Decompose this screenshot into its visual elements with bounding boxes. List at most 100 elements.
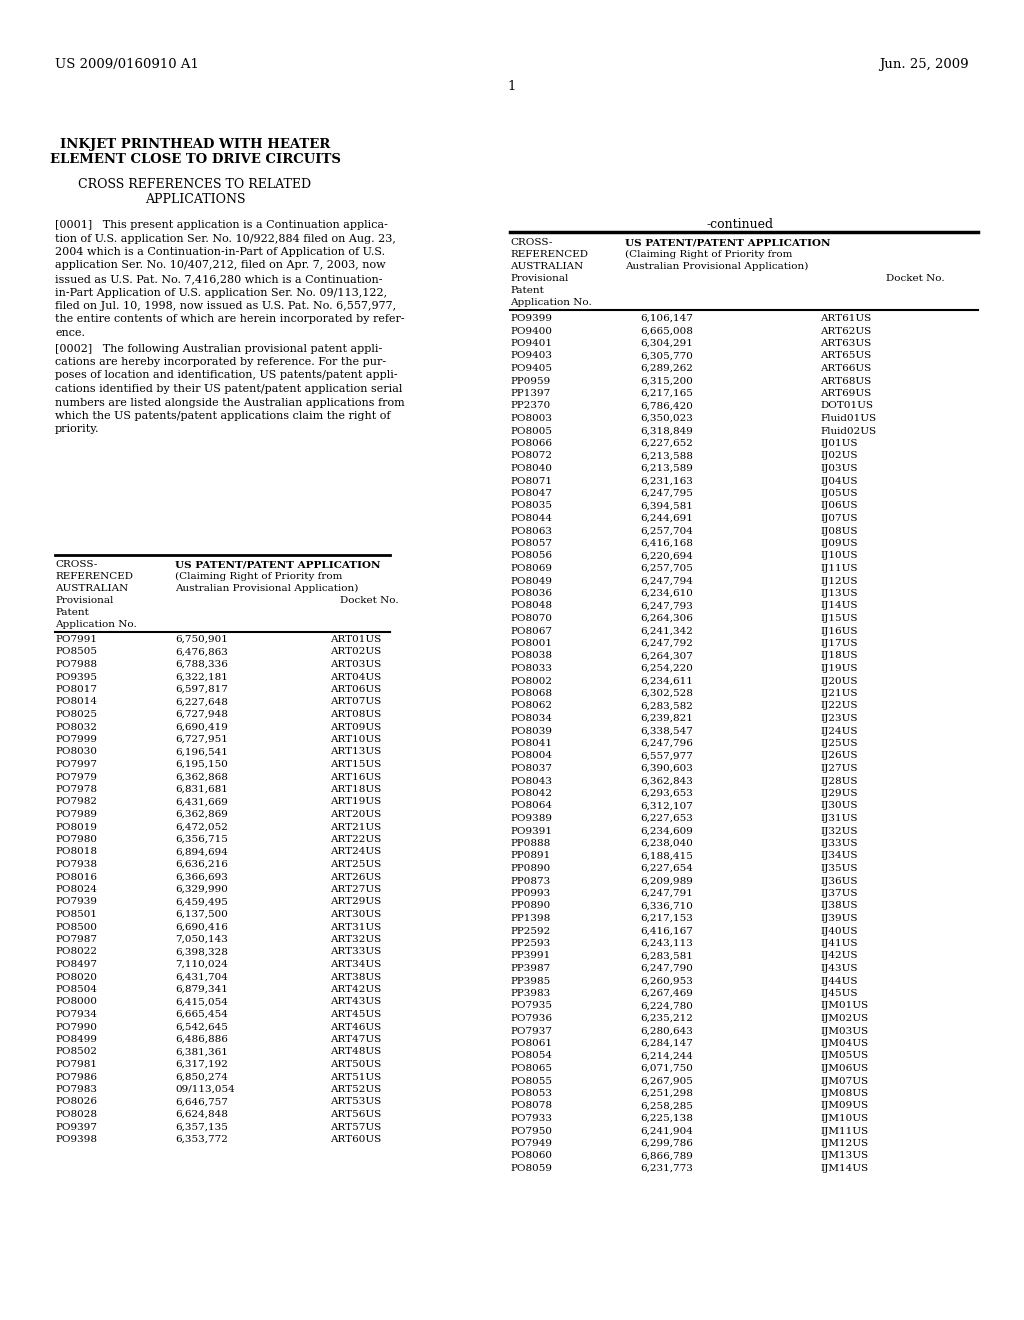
Text: 6,247,790: 6,247,790 <box>640 964 693 973</box>
Text: Australian Provisional Application): Australian Provisional Application) <box>175 583 358 593</box>
Text: IJ43US: IJ43US <box>820 964 857 973</box>
Text: PP2370: PP2370 <box>510 401 550 411</box>
Text: IJ17US: IJ17US <box>820 639 857 648</box>
Text: ART56US: ART56US <box>330 1110 381 1119</box>
Text: PO8032: PO8032 <box>55 722 97 731</box>
Text: PO8014: PO8014 <box>55 697 97 706</box>
Text: IJ34US: IJ34US <box>820 851 857 861</box>
Text: IJ29US: IJ29US <box>820 789 857 799</box>
Text: PO7982: PO7982 <box>55 797 97 807</box>
Text: PO9389: PO9389 <box>510 814 552 822</box>
Text: 6,366,693: 6,366,693 <box>175 873 228 882</box>
Text: ART09US: ART09US <box>330 722 381 731</box>
Text: PO8018: PO8018 <box>55 847 97 857</box>
Text: IJ18US: IJ18US <box>820 652 857 660</box>
Text: PO8041: PO8041 <box>510 739 552 748</box>
Text: PO7990: PO7990 <box>55 1023 97 1031</box>
Text: 6,394,581: 6,394,581 <box>640 502 693 511</box>
Text: US PATENT/PATENT APPLICATION: US PATENT/PATENT APPLICATION <box>625 238 830 247</box>
Text: PO9398: PO9398 <box>55 1135 97 1144</box>
Text: INKJET PRINTHEAD WITH HEATER: INKJET PRINTHEAD WITH HEATER <box>59 139 330 150</box>
Text: 6,727,948: 6,727,948 <box>175 710 228 719</box>
Text: 6,217,153: 6,217,153 <box>640 913 693 923</box>
Text: 6,350,023: 6,350,023 <box>640 414 693 422</box>
Text: PO8065: PO8065 <box>510 1064 552 1073</box>
Text: IJ42US: IJ42US <box>820 952 857 961</box>
Text: ART24US: ART24US <box>330 847 381 857</box>
Text: 6,459,495: 6,459,495 <box>175 898 228 907</box>
Text: PP1398: PP1398 <box>510 913 550 923</box>
Text: 6,353,772: 6,353,772 <box>175 1135 228 1144</box>
Text: 6,665,454: 6,665,454 <box>175 1010 228 1019</box>
Text: IJM04US: IJM04US <box>820 1039 868 1048</box>
Text: which the US patents/patent applications claim the right of: which the US patents/patent applications… <box>55 411 390 421</box>
Text: PO8070: PO8070 <box>510 614 552 623</box>
Text: PO8039: PO8039 <box>510 726 552 735</box>
Text: Fluid02US: Fluid02US <box>820 426 877 436</box>
Text: 6,431,669: 6,431,669 <box>175 797 228 807</box>
Text: IJ01US: IJ01US <box>820 440 857 447</box>
Text: PO8053: PO8053 <box>510 1089 552 1098</box>
Text: PO8002: PO8002 <box>510 676 552 685</box>
Text: ELEMENT CLOSE TO DRIVE CIRCUITS: ELEMENT CLOSE TO DRIVE CIRCUITS <box>49 153 340 166</box>
Text: PO8040: PO8040 <box>510 465 552 473</box>
Text: PO8501: PO8501 <box>55 909 97 919</box>
Text: IJM12US: IJM12US <box>820 1139 868 1148</box>
Text: PO8005: PO8005 <box>510 426 552 436</box>
Text: PO8003: PO8003 <box>510 414 552 422</box>
Text: PO7936: PO7936 <box>510 1014 552 1023</box>
Text: 6,542,645: 6,542,645 <box>175 1023 228 1031</box>
Text: IJ15US: IJ15US <box>820 614 857 623</box>
Text: PO7935: PO7935 <box>510 1002 552 1011</box>
Text: 6,239,821: 6,239,821 <box>640 714 693 723</box>
Text: IJ19US: IJ19US <box>820 664 857 673</box>
Text: PO8016: PO8016 <box>55 873 97 882</box>
Text: 6,750,901: 6,750,901 <box>175 635 228 644</box>
Text: 6,235,212: 6,235,212 <box>640 1014 693 1023</box>
Text: 2004 which is a Continuation-in-Part of Application of U.S.: 2004 which is a Continuation-in-Part of … <box>55 247 385 257</box>
Text: ART51US: ART51US <box>330 1072 381 1081</box>
Text: ART57US: ART57US <box>330 1122 381 1131</box>
Text: ART21US: ART21US <box>330 822 381 832</box>
Text: 6,727,951: 6,727,951 <box>175 735 228 744</box>
Text: PO8069: PO8069 <box>510 564 552 573</box>
Text: ART07US: ART07US <box>330 697 381 706</box>
Text: ART63US: ART63US <box>820 339 871 348</box>
Text: 6,472,052: 6,472,052 <box>175 822 228 832</box>
Text: 6,227,648: 6,227,648 <box>175 697 228 706</box>
Text: IJ13US: IJ13US <box>820 589 857 598</box>
Text: PP1397: PP1397 <box>510 389 550 399</box>
Text: IJ44US: IJ44US <box>820 977 857 986</box>
Text: 6,227,652: 6,227,652 <box>640 440 693 447</box>
Text: 6,431,704: 6,431,704 <box>175 973 228 982</box>
Text: IJ31US: IJ31US <box>820 814 857 822</box>
Text: ART19US: ART19US <box>330 797 381 807</box>
Text: 6,476,863: 6,476,863 <box>175 648 228 656</box>
Text: US PATENT/PATENT APPLICATION: US PATENT/PATENT APPLICATION <box>175 560 381 569</box>
Text: 6,280,643: 6,280,643 <box>640 1027 693 1035</box>
Text: US 2009/0160910 A1: US 2009/0160910 A1 <box>55 58 199 71</box>
Text: in-Part Application of U.S. application Ser. No. 09/113,122,: in-Part Application of U.S. application … <box>55 288 387 297</box>
Text: PO8001: PO8001 <box>510 639 552 648</box>
Text: 6,304,291: 6,304,291 <box>640 339 693 348</box>
Text: ART31US: ART31US <box>330 923 381 932</box>
Text: 6,238,040: 6,238,040 <box>640 840 693 847</box>
Text: Patent: Patent <box>510 286 544 294</box>
Text: PO7983: PO7983 <box>55 1085 97 1094</box>
Text: PO7981: PO7981 <box>55 1060 97 1069</box>
Text: IJ37US: IJ37US <box>820 888 857 898</box>
Text: ART01US: ART01US <box>330 635 381 644</box>
Text: ART25US: ART25US <box>330 861 381 869</box>
Text: 6,234,610: 6,234,610 <box>640 589 693 598</box>
Text: 6,267,905: 6,267,905 <box>640 1077 693 1085</box>
Text: ART10US: ART10US <box>330 735 381 744</box>
Text: ART04US: ART04US <box>330 672 381 681</box>
Text: IJ40US: IJ40US <box>820 927 857 936</box>
Text: 6,264,306: 6,264,306 <box>640 614 693 623</box>
Text: 6,788,336: 6,788,336 <box>175 660 228 669</box>
Text: 6,137,500: 6,137,500 <box>175 909 228 919</box>
Text: 6,322,181: 6,322,181 <box>175 672 228 681</box>
Text: IJM05US: IJM05US <box>820 1052 868 1060</box>
Text: IJ39US: IJ39US <box>820 913 857 923</box>
Text: Application No.: Application No. <box>55 620 137 630</box>
